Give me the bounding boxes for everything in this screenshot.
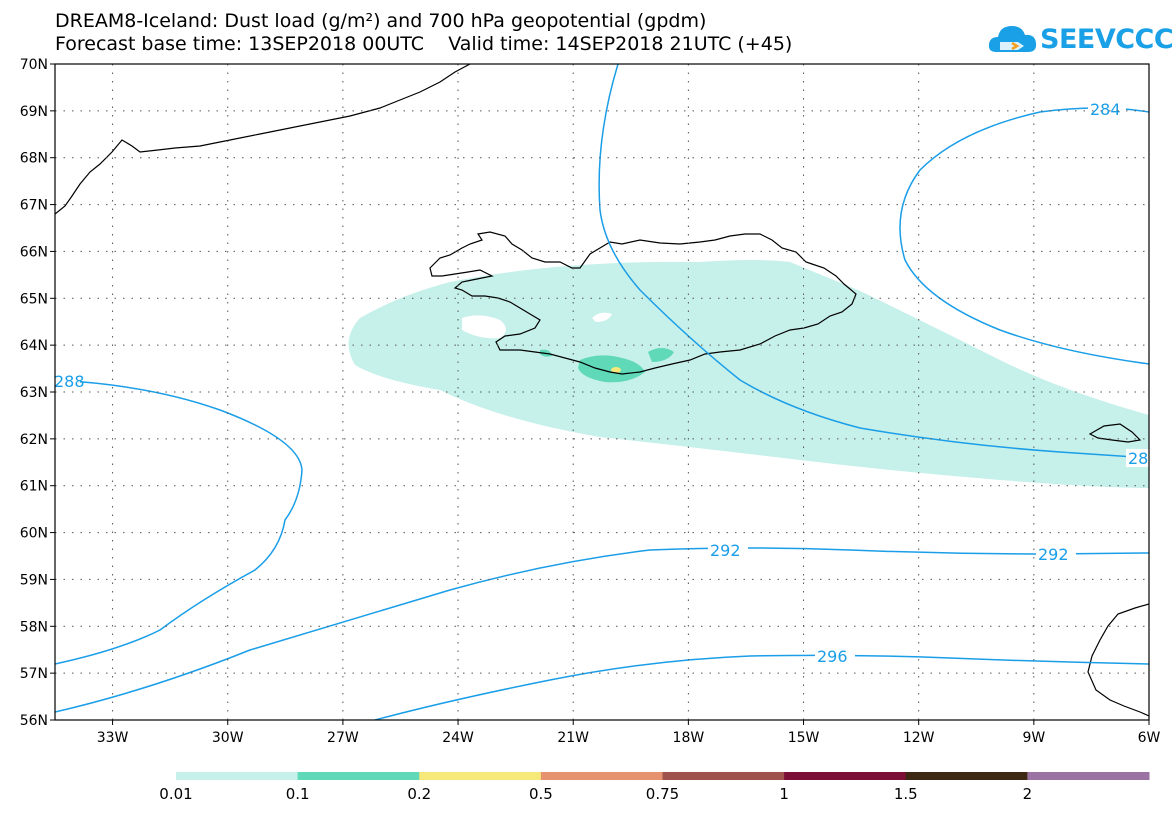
lat-tick-label: 60N [20,526,48,542]
lat-tick-label: 61N [20,479,48,495]
colorbar-segment [297,772,420,780]
lon-tick-label: 18W [673,730,705,746]
dust-gap [592,312,612,322]
lat-tick-label: 56N [20,713,48,729]
geopotential-contours [55,64,1149,720]
map-title: DREAM8-Iceland: Dust load (g/m²) and 700… [55,10,707,32]
seevccc-logo: SEEVCCC [988,18,1174,60]
lon-tick-label: 30W [212,730,244,746]
contour-label-group: 288 284 288 292 292 296 [54,100,1159,666]
colorbar-label: 0.01 [159,785,192,803]
colorbar-label: 1 [779,785,789,803]
colorbar-label: 0.2 [407,785,431,803]
lat-tick-label: 64N [20,338,48,354]
colorbar-segment [1027,772,1150,780]
colorbar-label: 0.1 [286,785,310,803]
lat-tick-label: 70N [20,57,48,73]
cloud-logo-icon [988,26,1037,52]
contour-label: 288 [1128,449,1159,468]
colorbar-segment [905,772,1028,780]
lon-tick-label: 9W [1022,730,1045,746]
lat-tick-label: 62N [20,432,48,448]
lat-tick-label: 57N [20,666,48,682]
dust-area-high [611,367,621,373]
contour-label: 292 [710,541,741,560]
lat-axis: 70N 69N 68N 67N 66N 65N 64N 63N 62N 61N 60N 59N 58N 5… [20,57,48,729]
lat-tick-label: 59N [20,572,48,588]
lat-tick-label: 58N [20,619,48,635]
colorbar-segment [540,772,663,780]
dust-colorbar [176,772,1150,780]
lat-tick-label: 67N [20,198,48,214]
colorbar-segment [176,772,299,780]
lon-tick-label: 6W [1138,730,1161,746]
contour-label: 284 [1090,100,1121,119]
contour-line [55,379,303,665]
contour-line [55,547,1149,713]
contour-label: 296 [817,647,848,666]
map-subtitle: Forecast base time: 13SEP2018 00UTC Vali… [55,33,793,55]
lat-tick-label: 65N [20,291,48,307]
dust-area-low [348,260,1149,488]
lat-tick-label: 63N [20,385,48,401]
map-grid [50,63,1150,725]
scotland-coastline [1087,603,1149,717]
lon-tick-label: 27W [327,730,359,746]
contour-line [374,654,1149,720]
faroe-coastline [1088,423,1142,443]
colorbar-label: 2 [1023,785,1033,803]
iceland-coastline [429,231,857,375]
contour-label: 288 [54,372,85,391]
lat-tick-label: 66N [20,244,48,260]
logo-text: SEEVCCC [1040,24,1174,55]
lat-tick-label: 68N [20,151,48,167]
colorbar-label: 1.5 [894,785,918,803]
lon-tick-label: 12W [903,730,935,746]
colorbar-segment [419,772,542,780]
contour-line [899,107,1149,365]
map-frame [54,63,1150,721]
greenland-coastline [55,64,471,215]
colorbar-segment [784,772,907,780]
lon-axis: 33W 30W 27W 24W 21W 18W 15W 12W 9W 6W [97,730,1161,746]
dust-gap [462,315,506,339]
contour-label: 292 [1038,545,1069,564]
lon-tick-label: 15W [788,730,820,746]
lon-tick-label: 33W [97,730,129,746]
lat-tick-label: 69N [20,104,48,120]
lon-tick-label: 21W [557,730,589,746]
lon-tick-label: 24W [442,730,474,746]
colorbar-segment [662,772,785,780]
contour-line [598,64,1149,459]
colorbar-label: 0.75 [646,785,679,803]
colorbar-labels: 0.01 0.1 0.2 0.5 0.75 1 1.5 2 [159,785,1032,803]
dust-area-mid [648,348,674,362]
colorbar-label: 0.5 [529,785,553,803]
